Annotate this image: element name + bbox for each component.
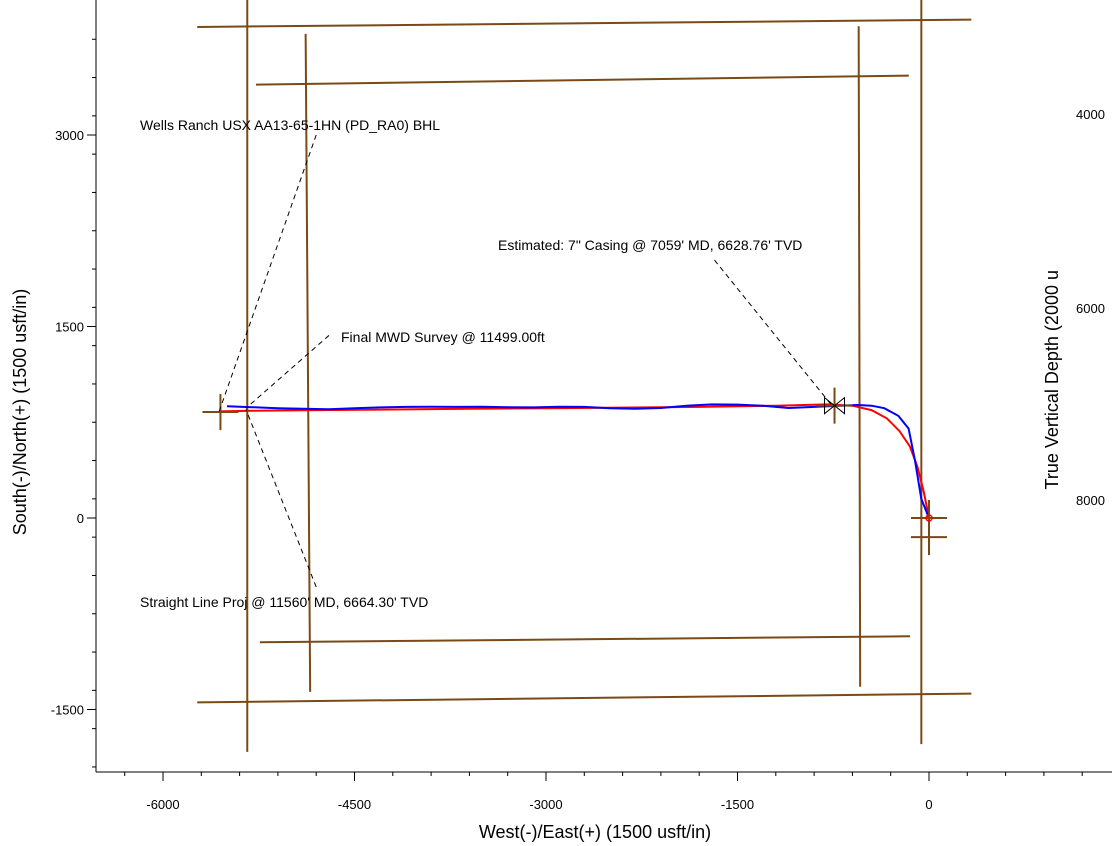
right-axis-tick-label: 4000 [1076, 107, 1105, 122]
lease-inner-edge [255, 74, 909, 86]
y-tick-label: -1500 [51, 703, 84, 718]
x-tick-label: 0 [925, 797, 932, 812]
lease-inner-edge [857, 26, 862, 687]
surface-location-marker [925, 514, 933, 522]
annotation-label: Straight Line Proj @ 11560' MD, 6664.30'… [140, 594, 428, 610]
x-tick-label: -6000 [146, 797, 179, 812]
lease-inner-edge [304, 33, 312, 692]
annotations: Wells Ranch USX AA13-65-1HN (PD_RA0) BHL… [140, 117, 833, 610]
annotation-leader-line [714, 259, 833, 406]
annotation-leader-line [218, 134, 317, 412]
y-tick-label: 0 [77, 511, 84, 526]
lease-outer-edge [197, 692, 972, 704]
y-tick-label: 3000 [55, 128, 84, 143]
lease-inner-edge [259, 635, 911, 644]
axes: 3000 1500 0 -1500 -6000 -4500 -3000 -1500 0 4000 6… [51, 0, 1112, 812]
annotation-label: Wells Ranch USX AA13-65-1HN (PD_RA0) BHL [140, 117, 440, 133]
x-tick-label: -4500 [338, 797, 371, 812]
annotation-leader-line [245, 335, 330, 409]
annotation-leader-line [245, 409, 317, 588]
target-markers [202, 387, 947, 556]
lease-outer-edge [197, 18, 972, 28]
well-path-plan [219, 403, 930, 519]
well-path-actual [226, 403, 930, 519]
right-axis-tick-label: 6000 [1076, 301, 1105, 316]
x-axis-label: West(-)/East(+) (1500 usft/in) [479, 822, 711, 842]
y-tick-label: 1500 [55, 320, 84, 335]
lease-lines [197, 0, 972, 752]
right-axis-tick-label: 8000 [1076, 493, 1105, 508]
x-tick-label: -3000 [529, 797, 562, 812]
annotation-label: Estimated: 7" Casing @ 7059' MD, 6628.76… [498, 237, 802, 253]
series-lines [219, 403, 930, 519]
x-tick-label: -1500 [721, 797, 754, 812]
annotation-label: Final MWD Survey @ 11499.00ft [341, 329, 545, 345]
casing-symbol [824, 396, 846, 415]
right-axis-label: True Vertical Depth (2000 u [1042, 270, 1062, 489]
y-axis-label: South(-)/North(+) (1500 usft/in) [10, 289, 30, 536]
